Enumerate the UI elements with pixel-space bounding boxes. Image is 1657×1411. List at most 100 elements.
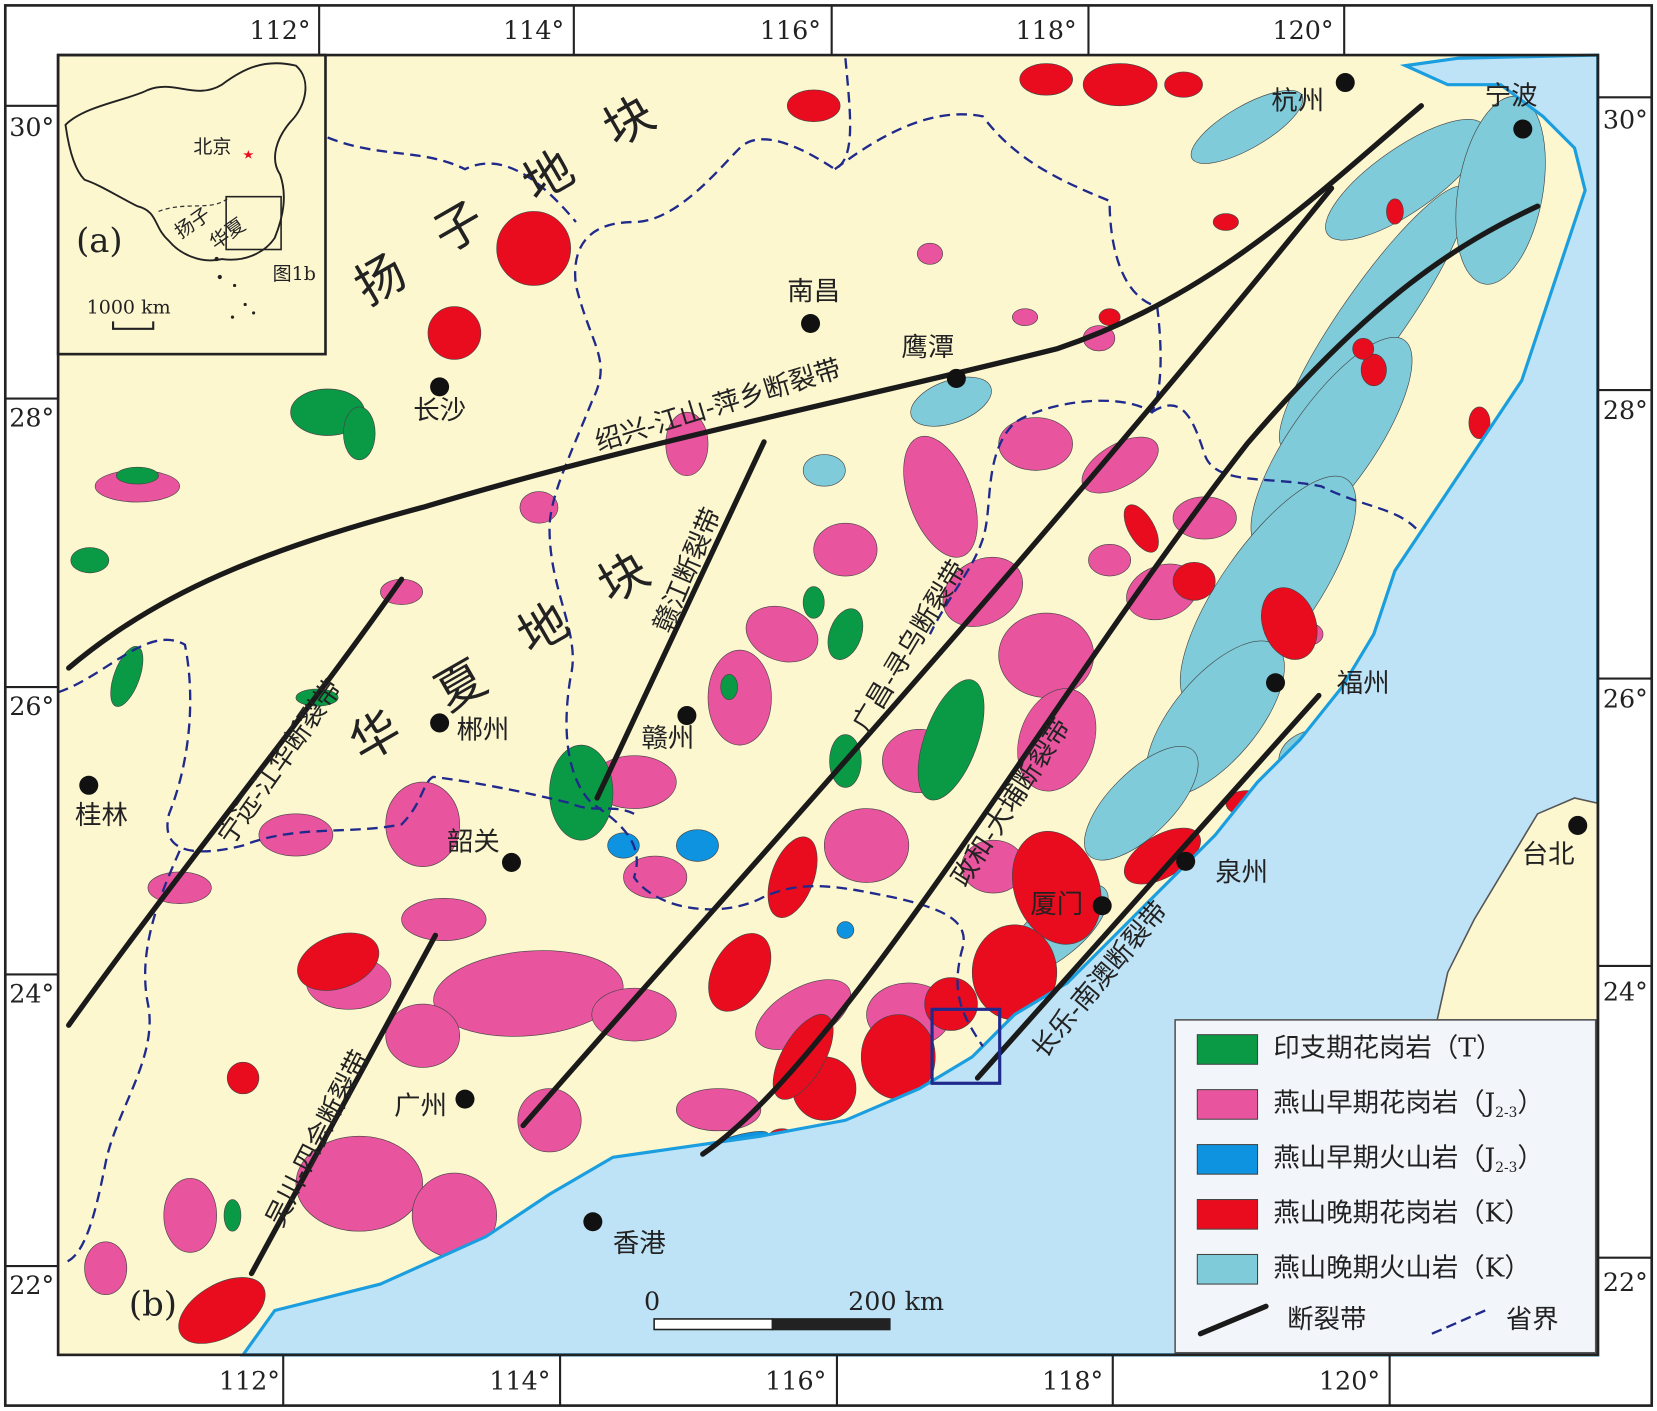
longitude-label: 112° <box>249 15 310 45</box>
rock-unit <box>496 211 571 286</box>
rock-unit <box>427 306 482 360</box>
latitude-label: 28° <box>1603 395 1648 425</box>
legend-text: 燕山早期火山岩（J <box>1273 1142 1495 1173</box>
rock-unit <box>1098 308 1121 326</box>
city-label: 赣州 <box>641 723 694 754</box>
fault-line <box>520 185 1335 1129</box>
legend-text: 燕山晚期火山岩（K） <box>1273 1252 1530 1283</box>
rock-unit <box>1468 406 1491 439</box>
rock-unit <box>836 921 855 939</box>
rock-unit <box>924 977 978 1031</box>
rock-unit <box>84 1241 128 1295</box>
legend-fault-line <box>1197 1303 1269 1337</box>
rock-unit <box>385 1003 461 1068</box>
longitude-label: 118° <box>1042 1365 1103 1395</box>
rock-unit <box>549 744 614 841</box>
legend-subscript: 2-3 <box>1495 1104 1517 1120</box>
city-marker <box>79 775 99 795</box>
map-frame <box>56 53 1600 1357</box>
rock-units <box>70 63 1546 1344</box>
city-marker <box>430 377 450 397</box>
city-label: 宁波 <box>1485 80 1538 111</box>
inset-label: 北京 <box>193 136 231 158</box>
longitude-label: 116° <box>760 15 821 45</box>
rock-unit <box>720 674 738 701</box>
city-label: 桂林 <box>75 800 128 831</box>
fault-line <box>974 692 1322 1081</box>
city-label: 广州 <box>394 1091 447 1122</box>
city-marker <box>1092 896 1112 916</box>
rock-unit <box>676 1088 762 1132</box>
rock-unit <box>433 950 624 1037</box>
latitude-label: 24° <box>1603 976 1648 1006</box>
province-boundaries <box>57 58 1417 1265</box>
rock-unit <box>707 649 772 746</box>
rock-unit <box>1012 830 1102 945</box>
rock-unit <box>1172 561 1216 601</box>
rock-unit <box>676 829 719 862</box>
fault-line <box>594 439 767 801</box>
rock-unit <box>1261 587 1318 660</box>
rock-unit <box>998 417 1073 471</box>
rock-unit <box>802 454 846 487</box>
rock-unit <box>110 646 144 707</box>
legend-boundary-line <box>1431 1307 1491 1335</box>
city-label: 郴州 <box>457 714 510 745</box>
city-marker <box>1265 673 1286 693</box>
longitude-label: 112° <box>219 1365 280 1395</box>
latitude-label: 22° <box>9 1270 54 1300</box>
study-area-box <box>930 1007 1002 1085</box>
rock-unit <box>745 605 819 663</box>
city-label: 福州 <box>1337 668 1390 699</box>
legend-text: ） <box>1517 1087 1543 1118</box>
rock-unit <box>226 1061 260 1095</box>
rock-unit <box>258 813 334 857</box>
scale-bar: 0 200 km <box>644 1286 944 1331</box>
city-marker <box>455 1089 475 1109</box>
city-label: 鹰潭 <box>901 332 954 363</box>
rock-unit <box>115 466 159 485</box>
city-marker <box>1513 119 1533 139</box>
panel-label: (b) <box>129 1284 177 1323</box>
city-marker <box>801 313 821 333</box>
longitude-label: 120° <box>1272 15 1333 45</box>
rock-unit <box>942 556 1023 627</box>
rock-unit <box>1164 71 1203 98</box>
legend-text: ） <box>1517 1142 1543 1173</box>
city-label: 泉州 <box>1215 857 1268 888</box>
rock-unit <box>823 808 910 883</box>
fault-line <box>66 576 405 1028</box>
latitude-label: 22° <box>1603 1267 1648 1297</box>
legend-label: 燕山晚期火山岩（K） <box>1273 1252 1530 1283</box>
fault-line <box>66 103 1424 671</box>
city-marker <box>677 706 697 726</box>
rock-unit <box>1088 544 1132 577</box>
rock-unit <box>910 376 992 427</box>
rock-unit <box>591 987 677 1042</box>
rock-unit <box>385 781 461 867</box>
legend-text: 燕山早期花岗岩（J <box>1273 1087 1495 1118</box>
city-label: 香港 <box>613 1228 666 1259</box>
rock-unit <box>223 1199 242 1232</box>
rock-unit <box>1124 827 1201 885</box>
legend-swatch <box>1196 1144 1259 1175</box>
legend-text: 燕山晚期花岗岩（K） <box>1273 1197 1530 1228</box>
inset-boundary <box>158 198 228 213</box>
legend-swatch <box>1196 1253 1259 1285</box>
rock-unit <box>163 1178 217 1253</box>
inset-scale-bar <box>112 321 155 330</box>
fault-line <box>248 932 439 1277</box>
inset-label: 图1b <box>273 263 316 285</box>
rock-unit <box>1360 353 1387 387</box>
rock-unit <box>827 608 864 660</box>
legend-swatch <box>1196 1034 1259 1065</box>
latitude-label: 26° <box>9 691 54 721</box>
legend-text: 印支期花岗岩（T） <box>1273 1032 1502 1063</box>
rock-unit <box>916 242 943 265</box>
rock-unit <box>813 522 878 577</box>
city-marker <box>946 368 966 388</box>
rock-unit <box>297 932 380 991</box>
islands <box>214 256 256 319</box>
